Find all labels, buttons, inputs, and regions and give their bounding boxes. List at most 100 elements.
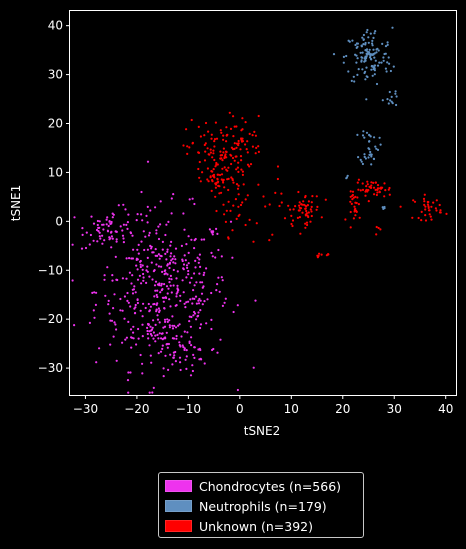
data-point bbox=[194, 266, 197, 269]
data-point bbox=[172, 356, 175, 359]
data-point bbox=[119, 309, 122, 312]
data-point bbox=[156, 333, 159, 336]
data-point bbox=[147, 337, 150, 340]
data-point bbox=[140, 282, 143, 285]
data-point bbox=[365, 75, 368, 78]
data-point bbox=[317, 254, 320, 257]
data-point bbox=[210, 133, 213, 136]
data-point bbox=[354, 201, 357, 204]
data-point bbox=[351, 39, 354, 42]
data-point bbox=[357, 156, 360, 159]
data-point bbox=[71, 279, 74, 282]
data-point bbox=[174, 247, 178, 250]
data-point bbox=[236, 388, 239, 392]
data-point bbox=[354, 53, 357, 56]
data-point bbox=[370, 184, 373, 187]
y-tick-label: 10 bbox=[48, 165, 63, 179]
data-point bbox=[239, 155, 243, 158]
data-point bbox=[423, 200, 426, 203]
data-point bbox=[222, 181, 225, 184]
data-point bbox=[378, 61, 381, 64]
data-point bbox=[148, 275, 151, 278]
data-point bbox=[210, 327, 213, 331]
data-point bbox=[199, 323, 203, 326]
data-point bbox=[235, 183, 239, 186]
data-point bbox=[199, 299, 202, 302]
data-point bbox=[307, 200, 310, 203]
data-point bbox=[204, 121, 208, 125]
data-point bbox=[123, 295, 126, 298]
data-point bbox=[197, 348, 200, 351]
data-point bbox=[413, 200, 417, 203]
data-point bbox=[432, 201, 435, 204]
data-point bbox=[304, 222, 307, 225]
data-point bbox=[189, 298, 192, 301]
data-point bbox=[216, 232, 219, 235]
data-point bbox=[145, 269, 148, 272]
data-point bbox=[164, 252, 167, 255]
x-axis-label: tSNE2 bbox=[244, 424, 281, 438]
data-point bbox=[157, 225, 160, 228]
data-point bbox=[257, 145, 260, 148]
y-tick-label: 0 bbox=[55, 214, 63, 228]
data-point bbox=[231, 229, 234, 232]
data-point bbox=[204, 150, 207, 153]
data-point bbox=[268, 239, 271, 242]
data-point bbox=[142, 279, 145, 282]
data-point bbox=[211, 156, 214, 159]
data-point bbox=[183, 347, 186, 350]
data-point bbox=[254, 299, 257, 302]
data-point bbox=[349, 200, 352, 203]
data-point bbox=[151, 391, 154, 394]
data-point bbox=[169, 274, 172, 277]
data-point bbox=[152, 251, 155, 254]
data-point bbox=[369, 53, 372, 56]
data-point bbox=[211, 233, 214, 236]
data-point bbox=[299, 232, 302, 235]
data-point bbox=[166, 273, 169, 276]
data-point bbox=[222, 138, 225, 141]
data-point bbox=[254, 152, 257, 155]
data-point bbox=[197, 125, 200, 128]
data-point bbox=[244, 223, 247, 227]
data-point bbox=[430, 218, 433, 221]
series-0-points bbox=[71, 160, 257, 394]
data-point bbox=[246, 194, 249, 197]
data-point bbox=[305, 212, 308, 215]
data-point bbox=[134, 306, 137, 309]
data-point bbox=[227, 166, 230, 169]
data-point bbox=[237, 161, 240, 164]
data-point bbox=[195, 318, 198, 321]
data-point bbox=[155, 308, 158, 311]
data-point bbox=[93, 291, 96, 294]
data-point bbox=[200, 238, 203, 241]
data-point bbox=[205, 267, 208, 270]
data-point bbox=[195, 281, 198, 284]
data-point bbox=[154, 334, 157, 337]
data-point bbox=[248, 165, 251, 168]
data-point bbox=[370, 163, 373, 166]
data-point bbox=[141, 372, 144, 375]
data-point bbox=[356, 73, 359, 76]
data-point bbox=[387, 102, 390, 105]
data-point bbox=[94, 303, 97, 306]
data-point bbox=[208, 153, 211, 156]
data-point bbox=[379, 228, 382, 231]
data-point bbox=[137, 243, 140, 246]
data-point bbox=[136, 213, 139, 216]
data-point bbox=[203, 362, 206, 365]
data-point bbox=[353, 210, 356, 213]
data-point bbox=[113, 321, 116, 324]
data-point bbox=[141, 362, 144, 365]
data-point bbox=[370, 65, 373, 68]
data-point bbox=[183, 254, 186, 257]
data-point bbox=[231, 156, 235, 160]
data-point bbox=[439, 209, 442, 212]
x-tick-label: 30 bbox=[387, 402, 402, 416]
data-point bbox=[186, 331, 189, 334]
x-tick-label: −30 bbox=[73, 402, 98, 416]
data-point bbox=[217, 276, 220, 279]
data-point bbox=[371, 42, 374, 45]
data-point bbox=[129, 328, 133, 331]
data-point bbox=[235, 168, 238, 171]
